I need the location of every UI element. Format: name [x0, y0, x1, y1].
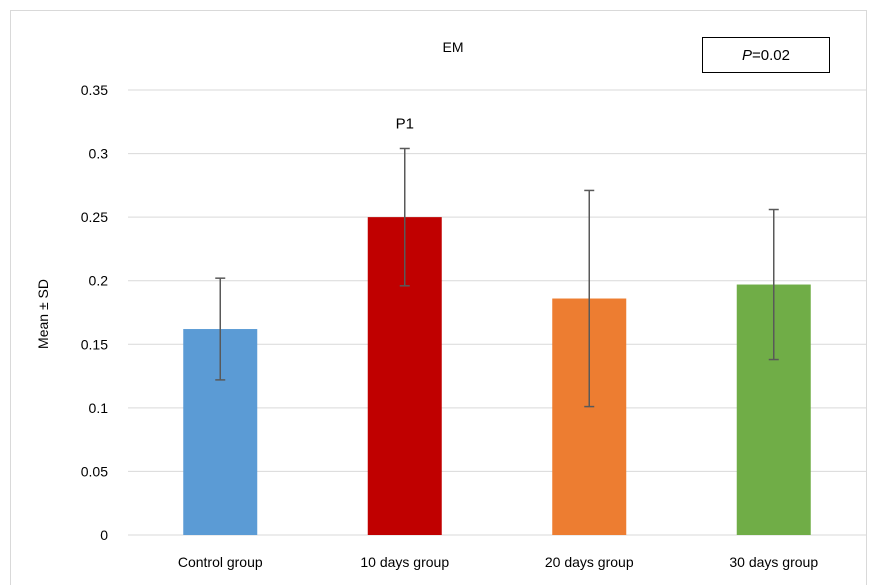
chart-title: EM — [443, 39, 464, 55]
x-tick-label: 30 days group — [729, 554, 818, 570]
y-tick-label: 0.2 — [89, 273, 109, 289]
error-bar — [584, 189, 595, 408]
y-tick-label: 0.05 — [81, 463, 108, 479]
significance-annotation: P1 — [396, 115, 414, 132]
error-bar — [399, 147, 410, 287]
error-bar — [768, 208, 779, 361]
bars-layer — [183, 217, 811, 535]
error-bar — [215, 277, 226, 381]
labels-layer: 0 0.05 0.1 0.15 0.2 0.25 0.3 0.35 Control group 1… — [81, 82, 819, 570]
error-bars-layer — [215, 147, 779, 408]
p-value-box: P =0.02 — [702, 37, 830, 73]
x-tick-label: Control group — [178, 554, 263, 570]
y-tick-label: 0.3 — [89, 146, 109, 162]
chart-frame — [10, 10, 867, 585]
y-tick-label: 0.1 — [89, 400, 109, 416]
y-tick-label: 0.15 — [81, 336, 108, 352]
p-value-symbol: P — [742, 46, 753, 64]
x-tick-label: 20 days group — [545, 554, 634, 570]
p-value-text: =0.02 — [752, 46, 790, 64]
y-tick-label: 0.25 — [81, 209, 108, 225]
y-tick-label: 0 — [100, 527, 108, 543]
y-tick-label: 0.35 — [81, 82, 108, 98]
y-axis-label: Mean ± SD — [35, 279, 51, 349]
x-tick-label: 10 days group — [360, 554, 449, 570]
